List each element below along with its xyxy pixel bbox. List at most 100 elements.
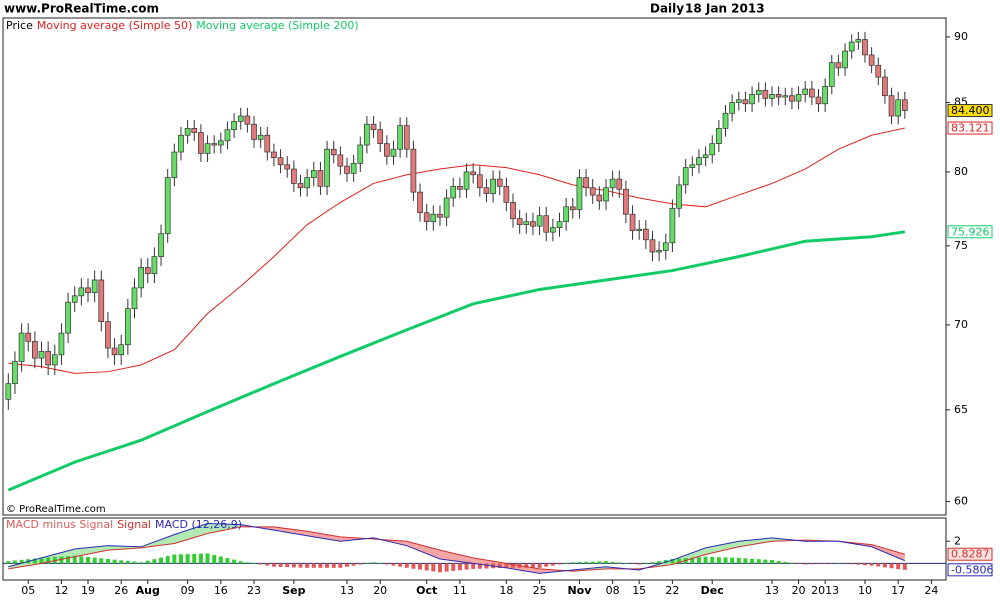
histogram-bar — [72, 555, 77, 564]
candle-body — [589, 187, 596, 196]
candle-body — [390, 148, 397, 157]
candle-body — [642, 228, 649, 241]
histogram-bar — [823, 563, 828, 564]
histogram-bar — [285, 563, 290, 568]
candle-body — [317, 170, 324, 187]
candle-body — [423, 212, 430, 223]
candle-body — [271, 151, 277, 159]
x-tick-label: 17 — [891, 584, 905, 597]
x-tick-label: Nov — [567, 584, 592, 597]
histogram-bar — [451, 563, 456, 571]
x-tick-label: 16 — [214, 584, 228, 597]
last-value-label: 75.926 — [951, 225, 990, 238]
histogram-bar — [856, 563, 861, 565]
histogram-bar — [750, 558, 755, 564]
candle-body — [496, 178, 503, 187]
candle-body — [702, 154, 709, 159]
candle-body — [862, 39, 868, 56]
histogram-bar — [318, 563, 323, 568]
candle-body — [483, 187, 490, 194]
candle-body — [105, 321, 111, 349]
x-tick-label: Dec — [701, 584, 724, 597]
period: Daily — [650, 2, 684, 16]
candle-body — [516, 218, 523, 226]
candle-body — [649, 239, 656, 253]
last-value-box — [947, 225, 993, 239]
candle-body — [410, 148, 417, 193]
histogram-bar — [776, 560, 781, 564]
candle-body — [828, 62, 835, 87]
histogram-bar — [298, 563, 303, 568]
histogram-bar — [862, 563, 867, 566]
y-tick-label: 2 — [954, 534, 961, 547]
last-value-box — [947, 547, 993, 561]
candle-body — [795, 94, 802, 102]
candle-body — [722, 112, 729, 129]
candle-body — [868, 54, 875, 66]
candle-body — [470, 171, 477, 176]
candle-body — [556, 221, 563, 229]
histogram-bar — [344, 563, 349, 567]
candle-body — [530, 221, 536, 227]
histogram-bar — [431, 563, 436, 572]
legend-entry: Moving average (Simple 50) — [37, 19, 192, 32]
histogram-bar — [756, 559, 761, 564]
last-value-box — [947, 104, 993, 118]
histogram-bar — [849, 563, 854, 565]
histogram-bar — [132, 561, 137, 564]
candle-body — [257, 134, 264, 140]
histogram-bar — [238, 561, 243, 564]
candle-body — [58, 332, 65, 356]
candle-body — [403, 125, 410, 150]
legend-entry: Signal — [117, 518, 151, 531]
histogram-bar — [66, 556, 71, 564]
candle-body — [576, 177, 583, 211]
y-tick-label: 65 — [954, 403, 968, 416]
histogram-bar — [809, 563, 814, 565]
histogram-bar — [198, 553, 203, 564]
candle-body — [251, 123, 257, 140]
candle-body — [430, 213, 437, 223]
candle-body — [636, 228, 643, 232]
histogram-bar — [670, 558, 675, 564]
moving-average-line — [8, 127, 905, 374]
histogram-bar — [165, 556, 170, 564]
histogram-bar — [696, 557, 701, 564]
histogram-bar — [770, 560, 775, 564]
candle-body — [118, 344, 125, 356]
candle-body — [443, 197, 450, 218]
candle-body — [158, 233, 164, 257]
candle-body — [822, 86, 828, 105]
candle-body — [370, 123, 377, 131]
macd-signal-fill — [406, 541, 440, 559]
candle-body — [490, 178, 496, 194]
histogram-bar — [378, 563, 383, 564]
histogram-bar — [457, 563, 462, 571]
histogram-bar — [125, 560, 130, 564]
candle-body — [696, 157, 702, 166]
histogram-bar — [630, 563, 635, 564]
x-tick-label: 13 — [340, 584, 354, 597]
macd-line — [8, 523, 906, 574]
histogram-bar — [351, 563, 356, 566]
candle-body — [729, 102, 736, 114]
candle-body — [178, 134, 184, 153]
candle-body — [583, 177, 589, 189]
histogram-bar — [530, 563, 535, 568]
candle-body — [337, 154, 344, 167]
candle-body — [284, 164, 291, 170]
histogram-bar — [637, 563, 642, 565]
macd-signal-fill — [273, 526, 308, 536]
histogram-bar — [557, 563, 562, 565]
candle-body — [364, 123, 370, 146]
site-name: www.ProRealTime.com — [4, 2, 159, 16]
candle-body — [848, 41, 855, 52]
x-tick-label: 09 — [181, 584, 195, 597]
candle-body — [91, 279, 98, 293]
candle-body — [144, 267, 151, 275]
candle-body — [888, 95, 895, 117]
watermark: © ProRealTime.com — [6, 504, 106, 515]
histogram-bar — [643, 563, 648, 564]
x-tick-label: 11 — [453, 584, 467, 597]
